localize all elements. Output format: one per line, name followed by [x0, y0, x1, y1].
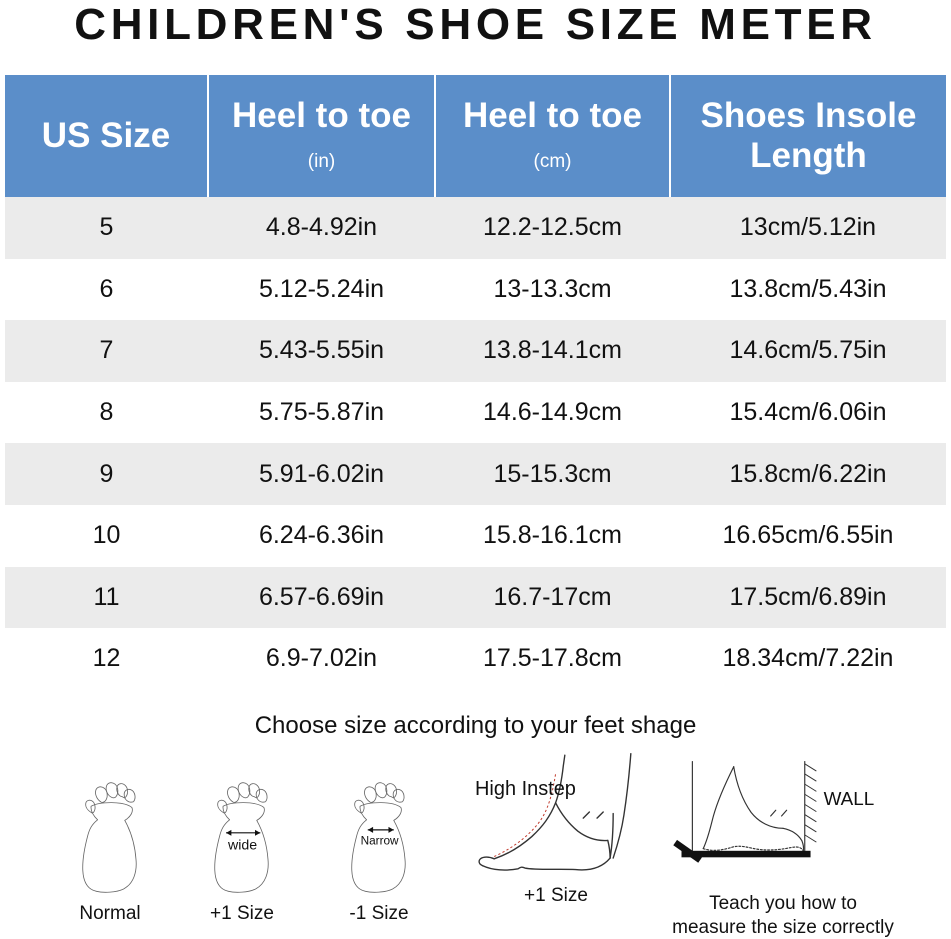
svg-text:WALL: WALL [824, 788, 875, 809]
svg-text:High Instep: High Instep [475, 778, 576, 800]
svg-text:Narrow: Narrow [361, 833, 399, 847]
svg-text:wide: wide [227, 837, 257, 853]
